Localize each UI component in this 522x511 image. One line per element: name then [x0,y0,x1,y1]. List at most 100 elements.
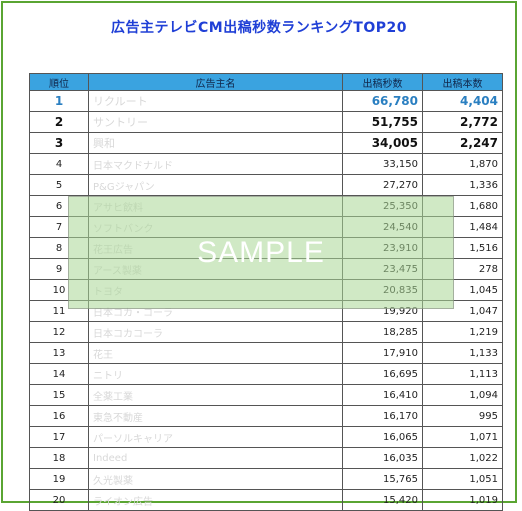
rank-cell: 1 [29,90,89,112]
count-cell: 1,094 [422,384,503,406]
page-title: 広告主テレビCM出稿秒数ランキングTOP20 [111,20,407,36]
seconds-cell: 23,910 [342,237,423,259]
header-count: 出稿本数 [422,73,503,91]
seconds-cell: 18,285 [342,321,423,343]
advertiser-name-cell: 花王広告 [88,237,343,259]
count-cell: 2,772 [422,111,503,133]
seconds-cell: 16,695 [342,363,423,385]
seconds-cell: 51,755 [342,111,423,133]
seconds-cell: 34,005 [342,132,423,154]
rank-cell: 8 [29,237,89,259]
rank-cell: 19 [29,468,89,490]
table-row: 16 東急不動産 16,170 995 [29,405,503,427]
table-row: 13 花王 17,910 1,133 [29,342,503,364]
table-row: 19 久光製薬 15,765 1,051 [29,468,503,490]
count-cell: 1,484 [422,216,503,238]
rank-cell: 4 [29,153,89,175]
count-cell: 1,022 [422,447,503,469]
advertiser-name-cell: 日本コカコーラ [88,321,343,343]
seconds-cell: 24,540 [342,216,423,238]
count-cell: 1,133 [422,342,503,364]
table-row: 1 リクルート 66,780 4,404 [29,90,503,112]
table-row: 11 日本コカ・コーラ 19,920 1,047 [29,300,503,322]
count-cell: 1,019 [422,489,503,511]
advertiser-name-cell: 全薬工業 [88,384,343,406]
seconds-cell: 19,920 [342,300,423,322]
seconds-cell: 16,410 [342,384,423,406]
advertiser-name-cell: 花王 [88,342,343,364]
seconds-cell: 20,835 [342,279,423,301]
table-row: 5 P&Gジャパン 27,270 1,336 [29,174,503,196]
count-cell: 1,113 [422,363,503,385]
rank-cell: 13 [29,342,89,364]
table-row: 18 Indeed 16,035 1,022 [29,447,503,469]
table-row: 4 日本マクドナルド 33,150 1,870 [29,153,503,175]
rank-cell: 16 [29,405,89,427]
header-rank: 順位 [29,73,89,91]
rank-cell: 17 [29,426,89,448]
rank-cell: 10 [29,279,89,301]
seconds-cell: 25,350 [342,195,423,217]
advertiser-name-cell: サントリー [88,111,343,133]
rank-cell: 14 [29,363,89,385]
advertiser-name-cell: Indeed [88,447,343,469]
rank-cell: 6 [29,195,89,217]
advertiser-name-cell: トヨタ [88,279,343,301]
rank-cell: 2 [29,111,89,133]
rank-cell: 12 [29,321,89,343]
seconds-cell: 17,910 [342,342,423,364]
count-cell: 995 [422,405,503,427]
rank-cell: 3 [29,132,89,154]
table-row: 2 サントリー 51,755 2,772 [29,111,503,133]
rank-cell: 5 [29,174,89,196]
seconds-cell: 23,475 [342,258,423,280]
rank-cell: 9 [29,258,89,280]
table-row: 15 全薬工業 16,410 1,094 [29,384,503,406]
seconds-cell: 66,780 [342,90,423,112]
advertiser-name-cell: P&Gジャパン [88,174,343,196]
count-cell: 1,680 [422,195,503,217]
advertiser-name-cell: アース製薬 [88,258,343,280]
count-cell: 1,219 [422,321,503,343]
seconds-cell: 27,270 [342,174,423,196]
advertiser-name-cell: ニトリ [88,363,343,385]
table-row: 10 トヨタ 20,835 1,045 [29,279,503,301]
table-row: 8 花王広告 23,910 1,516 [29,237,503,259]
advertiser-name-cell: 日本マクドナルド [88,153,343,175]
count-cell: 2,247 [422,132,503,154]
count-cell: 1,045 [422,279,503,301]
ranking-table: 順位 広告主名 出稿秒数 出稿本数 1 リクルート 66,780 4,404 2 サントリ… [29,73,503,511]
table-row: 3 興和 34,005 2,247 [29,132,503,154]
advertiser-name-cell: 興和 [88,132,343,154]
table-row: 20 ライオン広告 15,420 1,019 [29,489,503,511]
count-cell: 1,516 [422,237,503,259]
rank-cell: 18 [29,447,89,469]
advertiser-name-cell: リクルート [88,90,343,112]
table-row: 14 ニトリ 16,695 1,113 [29,363,503,385]
header-seconds: 出稿秒数 [342,73,423,91]
count-cell: 278 [422,258,503,280]
count-cell: 1,870 [422,153,503,175]
seconds-cell: 16,170 [342,405,423,427]
advertiser-name-cell: ソフトバンク [88,216,343,238]
advertiser-name-cell: ライオン広告 [88,489,343,511]
count-cell: 1,071 [422,426,503,448]
advertiser-name-cell: 久光製薬 [88,468,343,490]
table-row: 6 アサヒ飲料 25,350 1,680 [29,195,503,217]
table-row: 17 パーソルキャリア 16,065 1,071 [29,426,503,448]
rank-cell: 11 [29,300,89,322]
rank-cell: 7 [29,216,89,238]
table-row: 9 アース製薬 23,475 278 [29,258,503,280]
count-cell: 4,404 [422,90,503,112]
advertiser-name-cell: アサヒ飲料 [88,195,343,217]
seconds-cell: 33,150 [342,153,423,175]
table-row: 12 日本コカコーラ 18,285 1,219 [29,321,503,343]
advertiser-name-cell: 東急不動産 [88,405,343,427]
rank-cell: 20 [29,489,89,511]
advertiser-name-cell: パーソルキャリア [88,426,343,448]
count-cell: 1,047 [422,300,503,322]
rank-cell: 15 [29,384,89,406]
seconds-cell: 16,035 [342,447,423,469]
seconds-cell: 16,065 [342,426,423,448]
advertiser-name-cell: 日本コカ・コーラ [88,300,343,322]
